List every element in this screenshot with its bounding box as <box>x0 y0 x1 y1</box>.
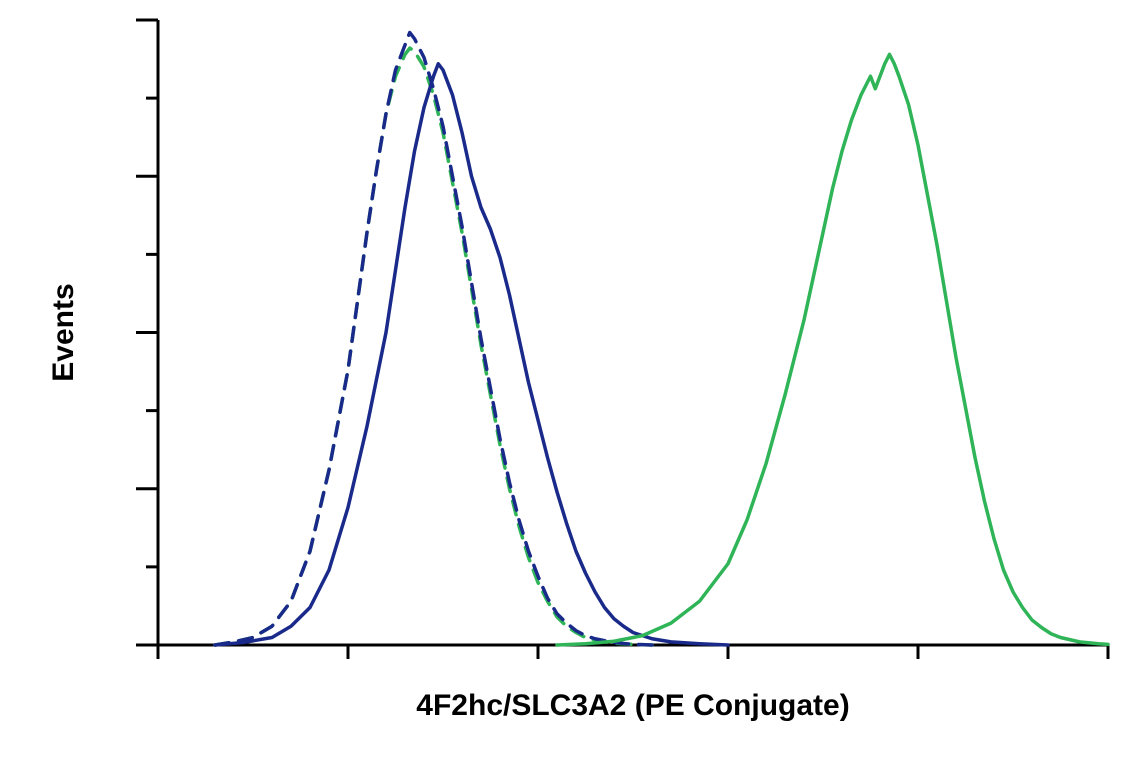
series-group <box>215 33 1108 646</box>
series-green-dashed <box>215 48 652 645</box>
axis-frame <box>158 20 1108 645</box>
series-blue-solid <box>215 64 728 645</box>
x-axis-label: 4F2hc/SLC3A2 (PE Conjugate) <box>416 689 849 722</box>
chart-svg: Events 4F2hc/SLC3A2 (PE Conjugate) <box>0 0 1141 768</box>
series-blue-dashed <box>215 33 652 646</box>
series-green-solid <box>557 54 1108 645</box>
axes <box>136 20 1108 659</box>
flow-cytometry-histogram: Events 4F2hc/SLC3A2 (PE Conjugate) <box>0 0 1141 768</box>
y-axis-label: Events <box>47 283 80 381</box>
